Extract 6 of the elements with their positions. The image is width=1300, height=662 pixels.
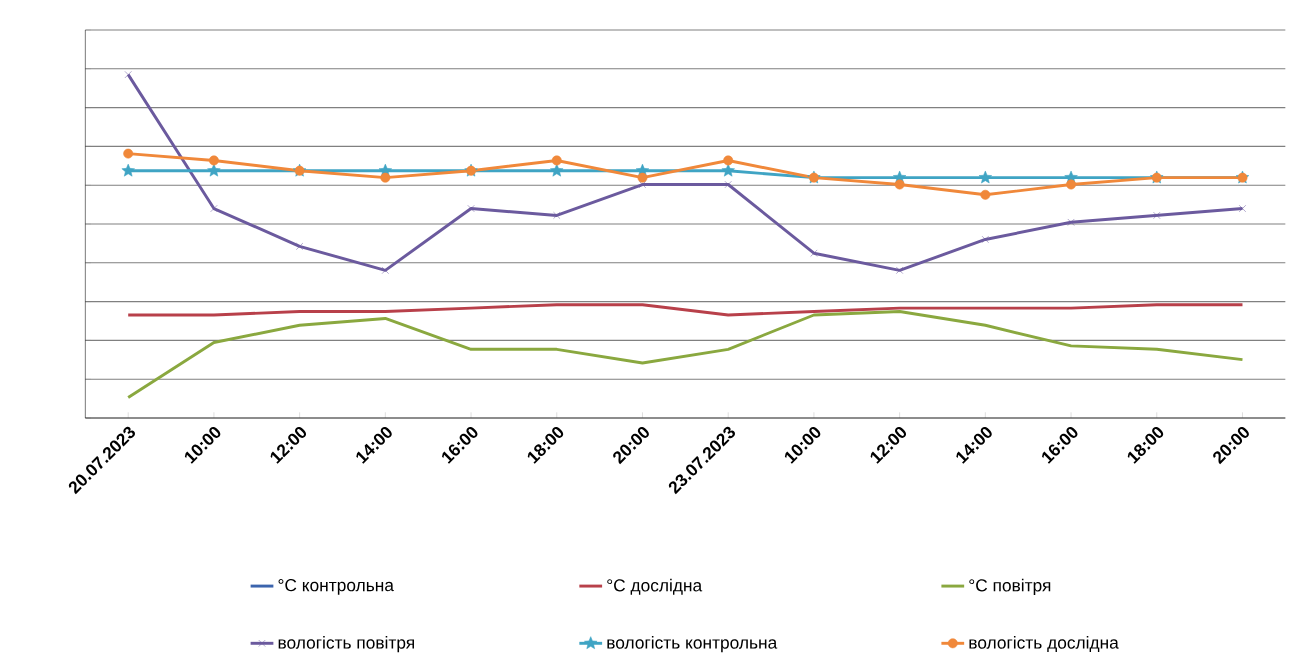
legend-label: °C контрольна <box>278 579 394 595</box>
legend-label: °C повітря <box>969 578 1051 595</box>
legend-label: вологість дослідна <box>969 636 1119 653</box>
legend-label: вологість повітря <box>278 636 414 653</box>
legend-label: вологість контрольна <box>607 636 778 653</box>
legend-label: °C дослідна <box>607 578 703 595</box>
